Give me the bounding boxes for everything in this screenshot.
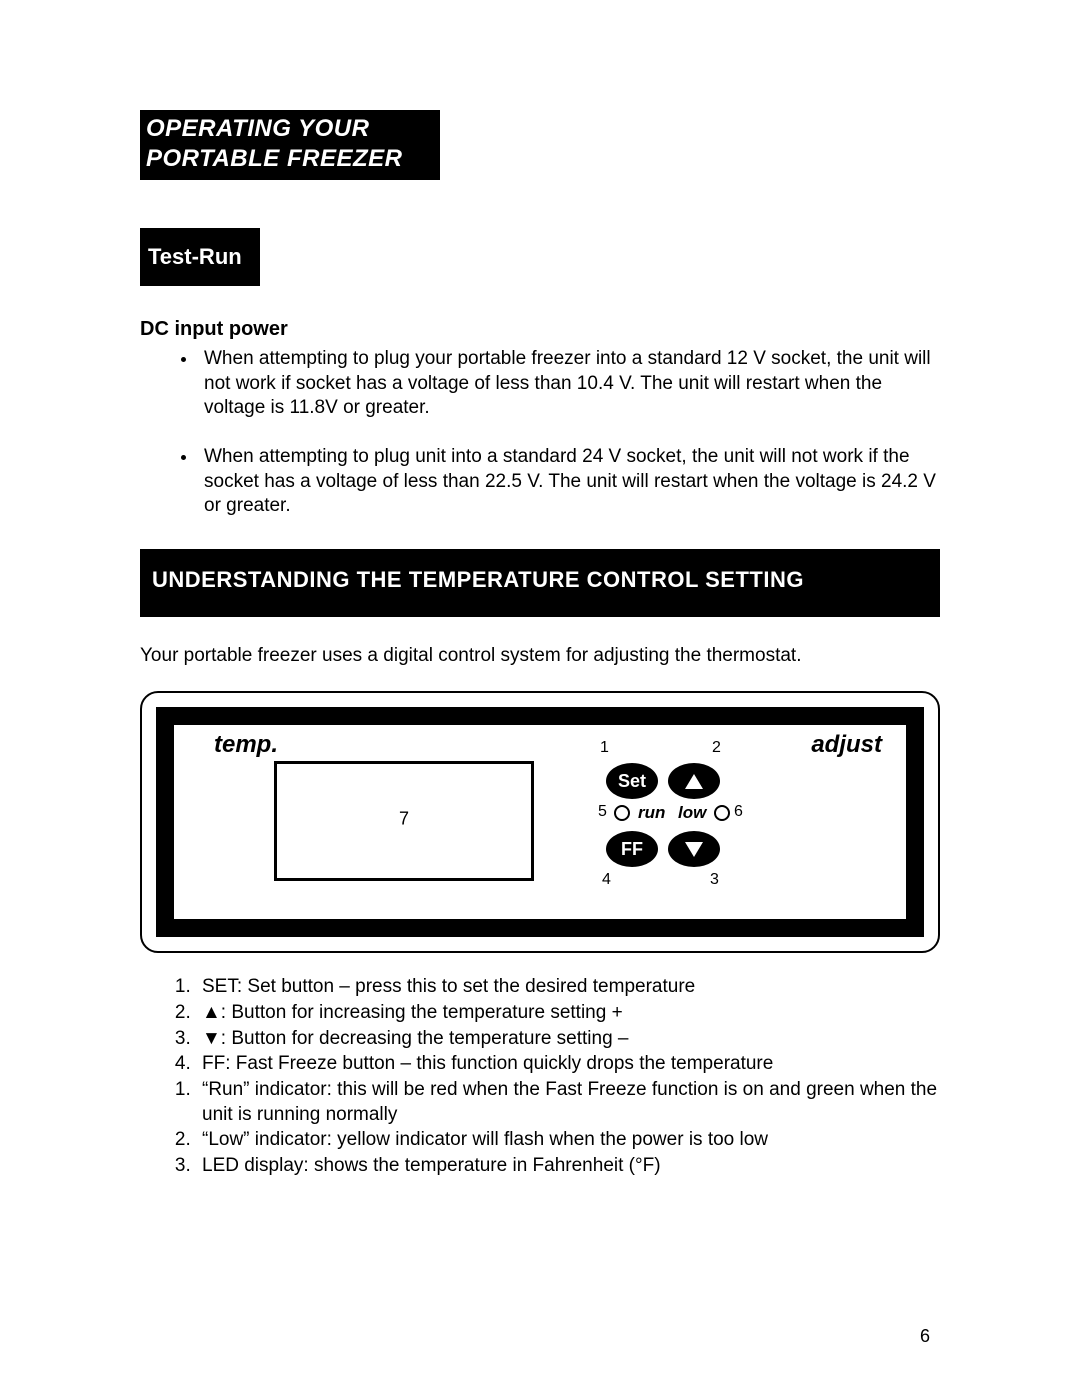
- intro-text: Your portable freezer uses a digital con…: [140, 645, 940, 667]
- legend-list-1: SET: Set button – press this to set the …: [140, 975, 940, 1077]
- callout-1: 1: [600, 739, 609, 757]
- run-indicator-label: run: [638, 803, 665, 823]
- increase-button[interactable]: [668, 763, 720, 799]
- subsection-header: Test-Run: [140, 228, 260, 286]
- list-item: ▼: Button for decreasing the temperature…: [196, 1027, 940, 1052]
- decrease-button[interactable]: [668, 831, 720, 867]
- header-line-1: OPERATING YOUR: [146, 114, 432, 144]
- fast-freeze-button[interactable]: FF: [606, 831, 658, 867]
- callout-4: 4: [602, 871, 611, 889]
- list-item: “Run” indicator: this will be red when t…: [196, 1078, 940, 1127]
- legend-list-2: “Run” indicator: this will be red when t…: [140, 1078, 940, 1179]
- set-button[interactable]: Set: [606, 763, 658, 799]
- triangle-down-icon: [685, 842, 703, 857]
- control-panel-figure: temp. adjust 7 1 2 3 4 5 6 Set FF run lo…: [140, 691, 940, 953]
- list-item: FF: Fast Freeze button – this function q…: [196, 1052, 940, 1077]
- section-bar: UNDERSTANDING THE TEMPERATURE CONTROL SE…: [140, 549, 940, 617]
- triangle-up-icon: [685, 774, 703, 789]
- list-item: When attempting to plug unit into a stan…: [198, 445, 940, 519]
- page: OPERATING YOUR PORTABLE FREEZER Test-Run…: [0, 0, 1080, 1240]
- led-display: 7: [274, 761, 534, 881]
- list-item: SET: Set button – press this to set the …: [196, 975, 940, 1000]
- adjust-label: adjust: [811, 731, 882, 759]
- list-item: When attempting to plug your portable fr…: [198, 347, 940, 421]
- low-indicator-label: low: [678, 803, 706, 823]
- display-callout-7: 7: [399, 808, 409, 829]
- temp-label: temp.: [214, 731, 278, 759]
- list-item: LED display: shows the temperature in Fa…: [196, 1154, 940, 1179]
- run-indicator-icon: [614, 805, 630, 821]
- callout-6: 6: [734, 803, 743, 821]
- header-line-2: PORTABLE FREEZER: [146, 144, 432, 174]
- control-panel-inner: temp. adjust 7 1 2 3 4 5 6 Set FF run lo…: [156, 707, 924, 937]
- list-item: “Low” indicator: yellow indicator will f…: [196, 1128, 940, 1153]
- list-item: ▲: Button for increasing the temperature…: [196, 1001, 940, 1026]
- callout-3: 3: [710, 871, 719, 889]
- dc-bullet-list: When attempting to plug your portable fr…: [140, 347, 940, 519]
- section-header: OPERATING YOUR PORTABLE FREEZER: [140, 110, 440, 180]
- page-number: 6: [920, 1326, 930, 1347]
- callout-5: 5: [598, 803, 607, 821]
- low-indicator-icon: [714, 805, 730, 821]
- callout-2: 2: [712, 739, 721, 757]
- dc-input-heading: DC input power: [140, 318, 940, 341]
